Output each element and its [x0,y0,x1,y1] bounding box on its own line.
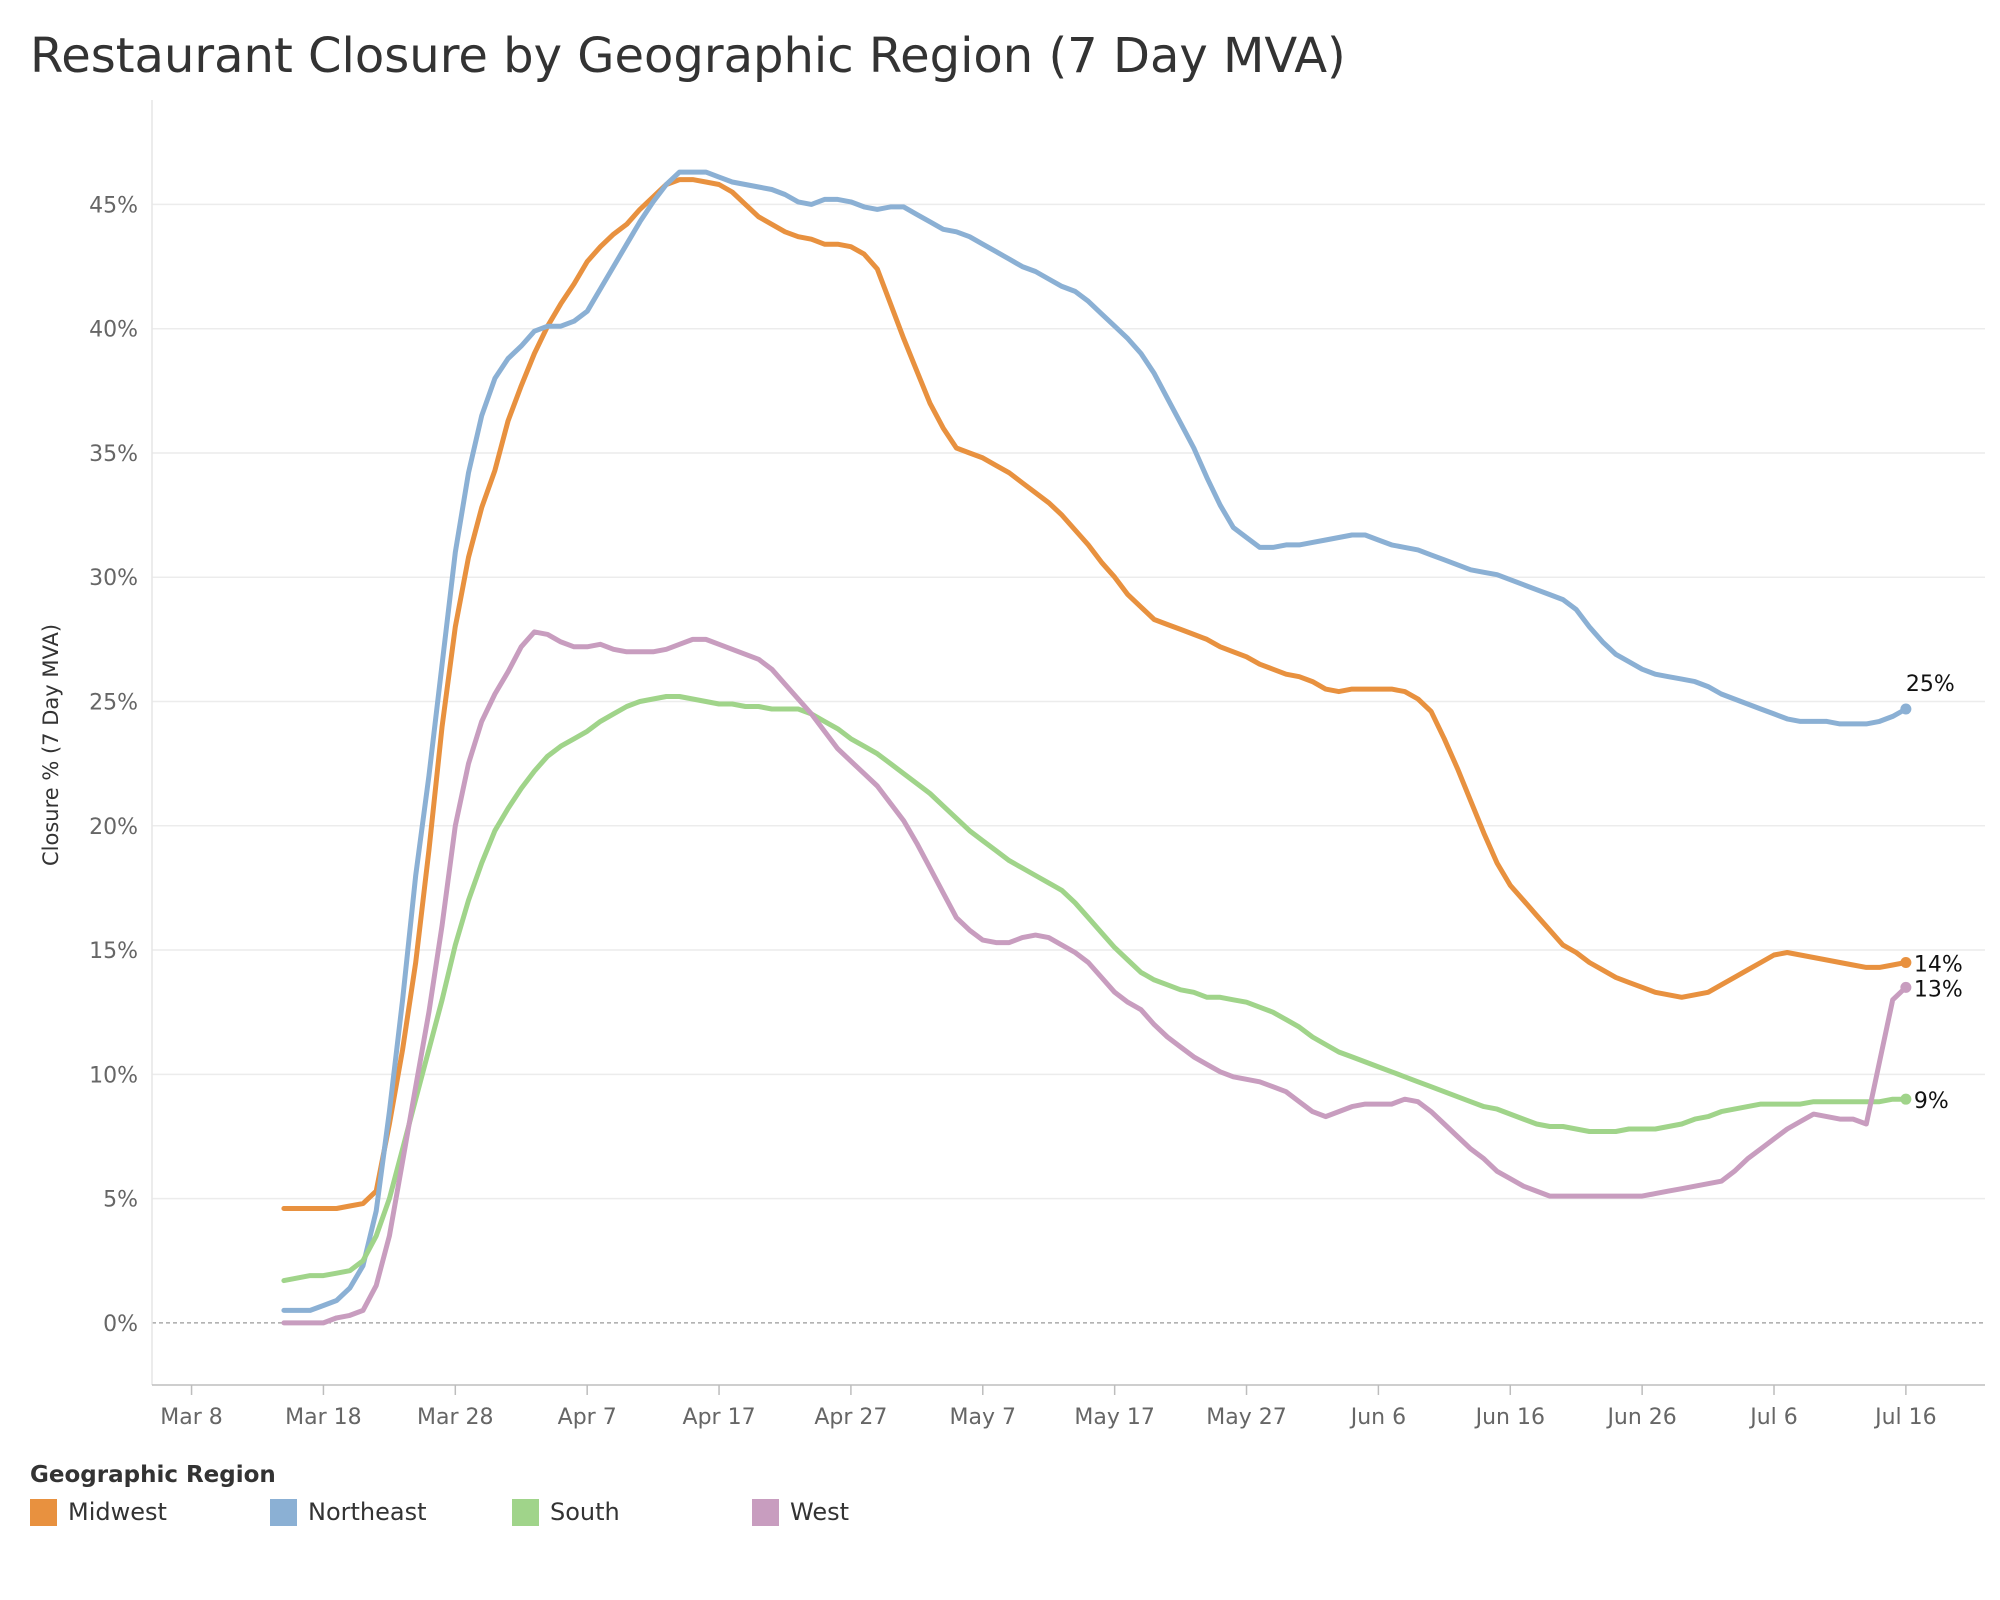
y-tick-label-20: 20% [89,815,138,840]
y-tick-label-40: 40% [89,318,138,343]
end-marker-midwest [1900,956,1912,968]
legend: Geographic Region Midwest Northeast Sout… [30,1462,849,1532]
y-axis-title: Closure % (7 Day MVA) [39,624,63,866]
x-tick-label-may-17: May 17 [1074,1405,1154,1430]
y-tick-label-35: 35% [89,442,138,467]
end-label-northeast: 25% [1906,672,1955,697]
x-tick-label-apr-7: Apr 7 [558,1405,617,1430]
y-tick-label-45: 45% [89,193,138,218]
chart-title: Restaurant Closure by Geographic Region … [30,28,1346,84]
legend-title: Geographic Region [30,1462,276,1488]
series-lines [281,169,1912,1326]
end-label-midwest: 14% [1914,952,1963,977]
axes: 0% 5% 10% 15% 20% 25% 30% 35% 40% 45% Closure % (7… [39,100,1985,1430]
gridlines [152,203,1985,1324]
legend-item-northeast[interactable]: Northeast [270,1498,427,1526]
y-tick-label-5: 5% [103,1188,138,1213]
x-tick-label-apr-17: Apr 17 [683,1405,756,1430]
legend-label-south: South [550,1498,620,1526]
end-labels: 14% 25% 9% 13% [1906,672,1963,1114]
x-tick-label-jun-26: Jun 26 [1605,1405,1676,1430]
legend-swatch-northeast [270,1498,297,1526]
series-line-west [281,629,1909,1326]
y-tick-label-10: 10% [89,1063,138,1088]
end-marker-northeast [1900,703,1912,715]
x-tick-label-may-7: May 7 [950,1405,1016,1430]
series-line-northeast [281,169,1909,1313]
x-tick-label-mar-18: Mar 18 [285,1405,362,1430]
series-line-south [281,694,1909,1284]
end-label-south: 9% [1914,1089,1949,1114]
end-label-west: 13% [1914,977,1963,1002]
legend-label-midwest: Midwest [68,1498,167,1526]
legend-item-midwest[interactable]: Midwest [30,1498,167,1526]
y-tick-label-0: 0% [103,1312,138,1337]
y-tick-label-25: 25% [89,691,138,716]
legend-item-west[interactable]: West [752,1498,849,1526]
x-tick-label-may-27: May 27 [1206,1405,1286,1430]
x-tick-label-jun-6: Jun 6 [1349,1405,1406,1430]
legend-items: Midwest Northeast South West [30,1498,849,1532]
x-tick-label-jun-16: Jun 16 [1474,1405,1545,1430]
x-tick-label-mar-8: Mar 8 [160,1405,223,1430]
y-tick-label-15: 15% [89,939,138,964]
legend-label-northeast: Northeast [308,1498,427,1526]
series-line-midwest [281,177,1909,1211]
x-tick-label-jul-6: Jul 6 [1748,1405,1798,1430]
legend-item-south[interactable]: South [512,1498,620,1526]
y-tick-label-30: 30% [89,566,138,591]
end-marker-west [1900,981,1912,993]
line-chart: 0% 5% 10% 15% 20% 25% 30% 35% 40% 45% Closure % (7… [39,100,1985,1430]
legend-swatch-west [752,1498,779,1526]
x-tick-label-mar-28: Mar 28 [417,1405,494,1430]
x-tick-label-apr-27: Apr 27 [814,1405,887,1430]
x-tick-label-jul-16: Jul 16 [1873,1405,1937,1430]
end-marker-south [1900,1093,1912,1105]
legend-swatch-south [512,1498,539,1526]
legend-swatch-midwest [30,1498,57,1526]
legend-label-west: West [790,1498,850,1526]
